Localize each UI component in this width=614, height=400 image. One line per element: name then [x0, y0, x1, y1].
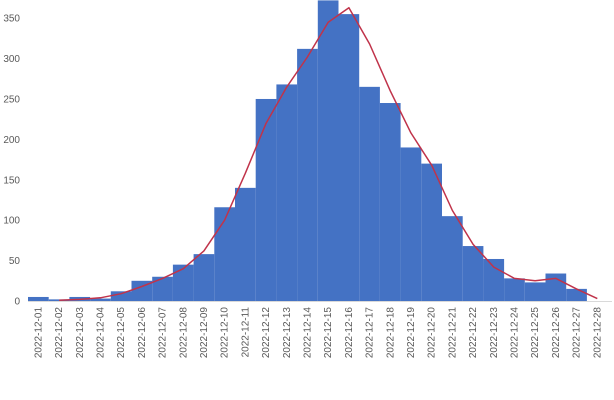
x-tick-label: 2022-12-02	[54, 307, 65, 359]
bar-2022-12-08	[172, 264, 194, 301]
bar-2022-12-02	[48, 299, 70, 301]
bar-2022-12-25	[524, 282, 546, 301]
x-tick-label: 2022-12-04	[95, 307, 106, 359]
x-tick-label: 2022-12-12	[261, 307, 272, 359]
x-tick-label: 2022-12-16	[344, 307, 355, 359]
x-tick-label: 2022-12-24	[509, 307, 520, 359]
y-tick-label: 100	[3, 216, 20, 227]
x-tick-label: 2022-12-25	[530, 307, 541, 359]
bar-2022-12-26	[545, 273, 567, 301]
x-tick-label: 2022-12-15	[323, 307, 334, 359]
x-tick-label: 2022-12-22	[468, 307, 479, 359]
x-tick-label: 2022-12-27	[572, 307, 583, 359]
bar-2022-12-21	[442, 216, 463, 301]
y-tick-label: 200	[3, 135, 20, 146]
x-tick-label: 2022-12-08	[178, 307, 189, 359]
x-tick-label: 2022-12-01	[33, 307, 44, 359]
x-tick-label: 2022-12-28	[592, 307, 603, 359]
bar-series	[28, 0, 587, 302]
x-tick-label: 2022-12-10	[220, 307, 231, 359]
x-tick-label: 2022-12-18	[385, 307, 396, 359]
bar-2022-12-04	[90, 298, 111, 301]
bar-2022-12-14	[297, 48, 318, 302]
x-tick-label: 2022-12-17	[365, 307, 376, 359]
x-tick-label: 2022-12-21	[447, 307, 458, 359]
x-tick-label: 2022-12-19	[406, 307, 417, 359]
x-tick-label: 2022-12-05	[116, 307, 127, 359]
bar-2022-12-22	[462, 246, 484, 301]
x-tick-label: 2022-12-11	[240, 307, 251, 358]
y-tick-label: 0	[14, 297, 20, 308]
bar-2022-12-23	[483, 258, 505, 301]
y-tick-label: 300	[3, 54, 20, 65]
trend-line	[59, 6, 598, 301]
x-tick-label: 2022-12-03	[75, 307, 86, 359]
x-tick-label: 2022-12-20	[427, 307, 438, 359]
x-tick-label: 2022-12-23	[489, 307, 500, 359]
bar-2022-12-01	[28, 296, 49, 301]
x-axis-ticks: 2022-12-01 2022-12-02 2022-12-03 2022-12-04…	[33, 307, 603, 359]
bar-2022-12-17	[359, 86, 380, 301]
x-tick-label: 2022-12-26	[551, 307, 562, 359]
bar-2022-12-09	[193, 254, 215, 301]
bar-2022-12-06	[131, 280, 153, 301]
bar-2022-12-18	[379, 103, 401, 301]
bar-2022-12-12	[255, 98, 277, 301]
bar-2022-12-19	[400, 147, 422, 301]
bar-2022-12-10	[214, 207, 235, 301]
y-tick-label: 350	[3, 14, 20, 25]
x-tick-label: 2022-12-14	[302, 307, 313, 359]
x-tick-label: 2022-12-13	[282, 307, 293, 359]
bar-2022-12-27	[566, 288, 587, 301]
bar-2022-12-20	[421, 163, 442, 301]
x-tick-label: 2022-12-06	[137, 307, 148, 359]
y-tick-label: 150	[3, 175, 20, 186]
x-tick-label: 2022-12-09	[199, 307, 210, 359]
bar-2022-12-24	[504, 278, 525, 301]
y-tick-label: 250	[3, 95, 20, 106]
bar-2022-12-05	[110, 291, 132, 301]
line-series	[59, 6, 598, 301]
bar-2022-12-13	[276, 84, 298, 302]
y-axis-ticks: 0 50 100 150 200 250 300 350	[3, 14, 20, 308]
y-tick-label: 50	[9, 256, 21, 267]
x-tick-label: 2022-12-07	[158, 307, 169, 359]
bar-2022-12-11	[235, 187, 256, 301]
bar-2022-12-16	[338, 14, 360, 302]
bar-2022-12-15	[317, 0, 339, 301]
bar-2022-12-07	[152, 276, 173, 301]
